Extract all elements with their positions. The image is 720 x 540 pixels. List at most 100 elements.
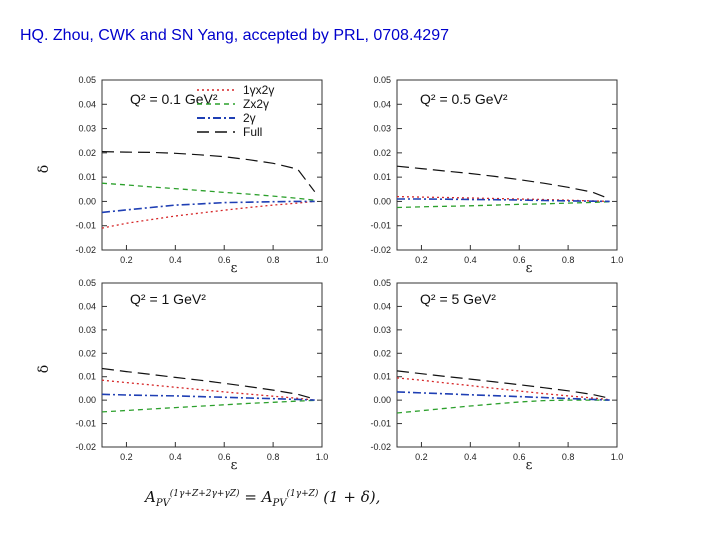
x-tick-label: 0.8 — [267, 452, 280, 462]
x-tick-label: 0.2 — [120, 452, 133, 462]
series-line-1 — [396, 399, 610, 414]
y-tick-label: 0.02 — [78, 348, 96, 358]
y-tick-label: -0.02 — [75, 442, 96, 452]
formula-rhs-sup: (1γ+Z) — [286, 489, 319, 499]
y-tick-label: -0.02 — [370, 245, 391, 255]
series-line-0 — [396, 195, 610, 203]
y-tick-label: 0.03 — [373, 124, 391, 134]
x-tick-label: 0.4 — [169, 452, 182, 462]
panel-title: Q² = 0.5 GeV² — [420, 91, 508, 107]
series-line-1 — [101, 182, 315, 201]
y-tick-label: 0.00 — [373, 196, 391, 206]
y-tick-label: -0.01 — [370, 221, 391, 231]
y-tick-label: -0.02 — [75, 245, 96, 255]
y-tick-label: 0.04 — [78, 99, 96, 109]
y-tick-label: 0.00 — [78, 196, 96, 206]
y-tick-label: 0.01 — [373, 172, 391, 182]
legend-label: Full — [243, 125, 262, 139]
y-tick-label: 0.05 — [78, 278, 96, 288]
y-tick-label: 0.03 — [373, 325, 391, 335]
y-axis-label: δ — [36, 365, 52, 373]
formula-rhs-sub: PV — [272, 498, 287, 509]
x-tick-label: 0.8 — [562, 255, 575, 265]
y-tick-label: -0.01 — [370, 419, 391, 429]
x-tick-label: 0.4 — [464, 255, 477, 265]
x-tick-label: 0.4 — [169, 255, 182, 265]
plot-frame — [101, 282, 323, 448]
series-line-0 — [101, 200, 315, 229]
y-tick-label: 0.01 — [78, 372, 96, 382]
x-tick-label: 1.0 — [611, 452, 624, 462]
legend-label: 2γ — [243, 111, 256, 125]
x-tick-label: 0.2 — [415, 452, 428, 462]
x-axis-label: ε — [526, 261, 533, 276]
x-tick-label: 0.8 — [267, 255, 280, 265]
x-tick-label: 0.6 — [513, 452, 526, 462]
series-line-0 — [396, 377, 610, 401]
y-tick-label: -0.02 — [370, 442, 391, 452]
y-tick-label: 0.05 — [373, 278, 391, 288]
series-line-3 — [396, 165, 610, 200]
panel-top-left: -0.02 -0.01 0.00 0.01 0.02 0.03 0.04 0.05 0.2 0.4… — [36, 75, 328, 276]
plot-frame — [396, 79, 618, 251]
y-tick-label: 0.00 — [78, 395, 96, 405]
formula-lhs-symbol: A — [145, 488, 156, 506]
series-line-0 — [101, 379, 315, 401]
y-tick-label: 0.03 — [78, 325, 96, 335]
series-line-1 — [396, 201, 610, 209]
x-tick-label: 0.2 — [415, 255, 428, 265]
panel-bottom-right: -0.02 -0.01 0.00 0.01 0.02 0.03 0.04 0.05 0.2 0.4… — [370, 278, 623, 473]
x-axis-label: ε — [526, 458, 533, 473]
formula-equals: = — [244, 488, 257, 506]
x-axis-label: ε — [231, 458, 238, 473]
asymmetry-formula: APV(1γ+Z+2γ+γZ) = APV(1γ+Z) (1 + δ), — [145, 488, 380, 509]
panel-title: Q² = 1 GeV² — [130, 291, 206, 307]
y-tick-label: 0.02 — [373, 148, 391, 158]
series-line-3 — [101, 367, 315, 400]
series-line-2 — [396, 391, 610, 401]
series-line-3 — [101, 151, 316, 193]
series-line-2 — [397, 198, 610, 203]
y-tick-label: 0.05 — [373, 75, 391, 85]
formula-factor: (1 + δ), — [323, 488, 381, 506]
x-tick-label: 0.2 — [120, 255, 133, 265]
series-line-2 — [101, 393, 315, 401]
formula-lhs-sup: (1γ+Z+2γ+γZ) — [169, 489, 240, 499]
formula-lhs-sub: PV — [155, 498, 170, 509]
x-axis-label: ε — [231, 261, 238, 276]
x-tick-label: 1.0 — [611, 255, 624, 265]
y-tick-label: -0.01 — [75, 221, 96, 231]
y-tick-label: 0.04 — [373, 99, 391, 109]
formula-rhs-symbol: A — [261, 488, 273, 506]
y-tick-label: 0.01 — [78, 172, 96, 182]
y-tick-label: 0.02 — [78, 148, 96, 158]
y-tick-label: 0.04 — [78, 301, 96, 311]
panel-title: Q² = 5 GeV² — [420, 291, 496, 307]
panel-title: Q² = 0.1 GeV² — [130, 91, 218, 107]
legend-label: 1γx2γ — [243, 83, 274, 97]
panel-top-right: -0.02 -0.01 0.00 0.01 0.02 0.03 0.04 0.05 0.2 0.4… — [370, 75, 623, 276]
plot-frame — [396, 282, 618, 448]
y-tick-label: -0.01 — [75, 419, 96, 429]
y-tick-label: 0.05 — [78, 75, 96, 85]
x-tick-label: 0.8 — [562, 452, 575, 462]
series-line-3 — [396, 370, 610, 399]
y-axis-label: δ — [36, 165, 52, 173]
x-tick-label: 0.6 — [218, 255, 231, 265]
slide-title: HQ. Zhou, CWK and SN Yang, accepted by P… — [20, 27, 449, 44]
y-tick-label: 0.01 — [373, 372, 391, 382]
y-tick-label: 0.03 — [78, 124, 96, 134]
series-line-2 — [101, 200, 315, 214]
plot-frame — [101, 79, 323, 251]
x-tick-label: 0.6 — [218, 452, 231, 462]
x-tick-label: 0.6 — [513, 255, 526, 265]
y-tick-label: 0.00 — [373, 395, 391, 405]
series-line-1 — [101, 399, 315, 413]
y-tick-label: 0.02 — [373, 348, 391, 358]
x-tick-label: 1.0 — [316, 452, 329, 462]
panel-bottom-left: -0.02 -0.01 0.00 0.01 0.02 0.03 0.04 0.05 0.2 0.4… — [36, 278, 328, 473]
x-tick-label: 0.4 — [464, 452, 477, 462]
x-tick-label: 1.0 — [316, 255, 329, 265]
legend-label: Zx2γ — [243, 97, 269, 111]
